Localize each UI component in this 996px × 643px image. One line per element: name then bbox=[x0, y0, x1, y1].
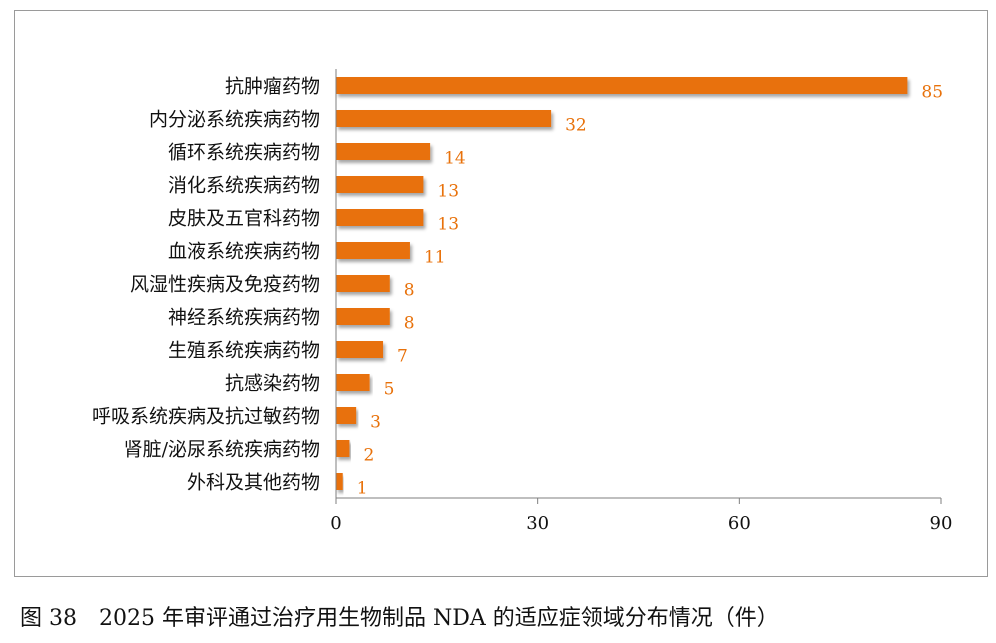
bar-11 bbox=[336, 407, 357, 424]
bar-13 bbox=[336, 473, 343, 490]
data-label: 14 bbox=[444, 149, 466, 169]
category-label: 呼吸系统疾病及抗过敏药物 bbox=[92, 406, 320, 428]
data-label: 85 bbox=[921, 83, 943, 103]
figure-caption: 图 38 2025 年审评通过治疗用生物制品 NDA 的适应症领域分布情况（件） bbox=[20, 600, 779, 632]
category-label: 皮肤及五官科药物 bbox=[168, 208, 320, 230]
figure-title: 2025 年审评通过治疗用生物制品 NDA 的适应症领域分布情况（件） bbox=[99, 606, 779, 631]
bar-2 bbox=[336, 110, 552, 127]
category-label: 抗感染药物 bbox=[225, 373, 320, 395]
category-label: 肾脏/泌尿系统疾病药物 bbox=[124, 439, 320, 461]
data-label: 11 bbox=[424, 248, 446, 268]
data-label: 7 bbox=[397, 347, 408, 367]
data-label: 13 bbox=[437, 215, 459, 235]
data-label: 5 bbox=[384, 380, 395, 400]
bar-12 bbox=[336, 440, 350, 457]
category-label: 抗肿瘤药物 bbox=[225, 76, 320, 98]
x-tick-label: 0 bbox=[330, 513, 341, 534]
bar-9 bbox=[336, 341, 384, 358]
data-label: 8 bbox=[404, 314, 415, 334]
bar-4 bbox=[336, 176, 424, 193]
bar-5 bbox=[336, 209, 424, 226]
category-label: 生殖系统疾病药物 bbox=[168, 340, 320, 362]
bar-3 bbox=[336, 143, 431, 160]
category-label: 神经系统疾病药物 bbox=[168, 307, 320, 329]
x-tick-label: 90 bbox=[930, 513, 953, 534]
bar-8 bbox=[336, 308, 390, 325]
category-label: 外科及其他药物 bbox=[187, 472, 320, 494]
x-tick-label: 60 bbox=[728, 513, 751, 534]
axis-layer bbox=[335, 69, 942, 504]
figure-number: 图 38 bbox=[20, 606, 77, 631]
bars-layer bbox=[336, 77, 908, 490]
data-label: 2 bbox=[363, 446, 374, 466]
category-label: 血液系统疾病药物 bbox=[168, 241, 320, 263]
category-label: 风湿性疾病及免疫药物 bbox=[130, 274, 320, 296]
bar-7 bbox=[336, 275, 390, 292]
data-label: 8 bbox=[404, 281, 415, 301]
data-label: 3 bbox=[370, 413, 381, 433]
category-label: 循环系统疾病药物 bbox=[168, 142, 320, 164]
bar-1 bbox=[336, 77, 908, 94]
bar-10 bbox=[336, 374, 370, 391]
x-tick-label: 30 bbox=[526, 513, 549, 534]
chart-frame: 抗肿瘤药物 85 内分泌系统疾病药物 32 循环系统疾病药物 14 消化系统疾病药物 13 皮肤… bbox=[14, 10, 988, 577]
category-label: 内分泌系统疾病药物 bbox=[149, 109, 320, 131]
bar-6 bbox=[336, 242, 410, 259]
data-label: 13 bbox=[437, 182, 459, 202]
data-label: 32 bbox=[565, 116, 587, 136]
data-label: 1 bbox=[357, 479, 368, 499]
category-label: 消化系统疾病药物 bbox=[168, 175, 320, 197]
